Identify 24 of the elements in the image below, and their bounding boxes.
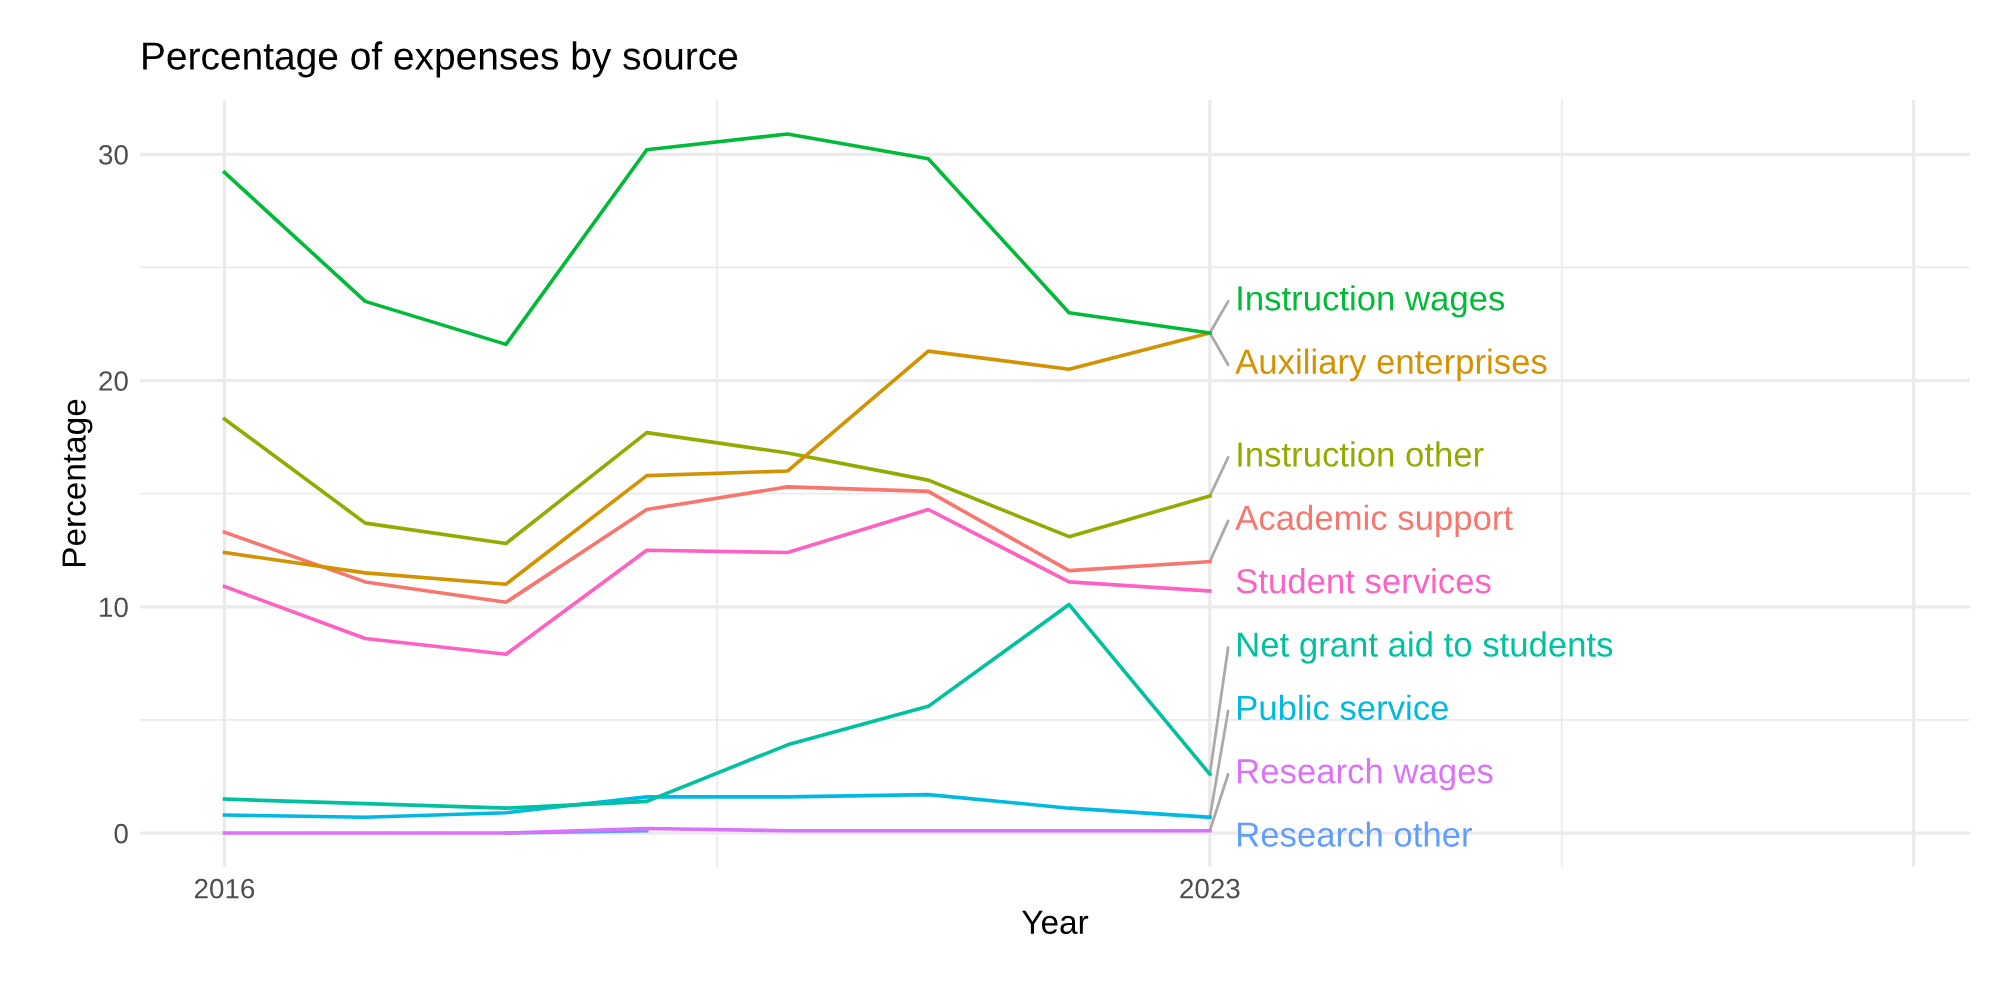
y-tick-label: 20 [99, 371, 128, 391]
line-series [222, 132, 1212, 347]
text: Research other [1238, 821, 1472, 847]
x-tick-label: 2016 [194, 878, 255, 899]
series-label: Research wages [1238, 758, 1493, 791]
x-tick-label: 2023 [1180, 878, 1240, 899]
line-series [222, 792, 1212, 820]
text: Net grant aid to students [1238, 631, 1613, 664]
y-tick-label: 30 [99, 144, 128, 165]
line-series [222, 507, 1212, 657]
y-axis-title: Percentage [62, 399, 93, 567]
chart-title: Percentage of expenses by source [143, 41, 738, 78]
series-label: Academic support [1235, 504, 1513, 538]
series-label: Instruction other [1238, 441, 1484, 467]
text: Public service [1238, 694, 1448, 721]
x-axis-title: Year [1022, 910, 1089, 935]
line-series [222, 485, 1212, 605]
line-series [222, 417, 1212, 546]
series-label: Instruction wages [1238, 285, 1505, 318]
line-series [222, 602, 1212, 810]
series-label: Student services [1236, 568, 1491, 594]
y-tick-label: 0 [114, 823, 128, 844]
series-label: Auxiliary enterprises [1235, 348, 1547, 381]
y-tick-label: 10 [100, 597, 128, 618]
